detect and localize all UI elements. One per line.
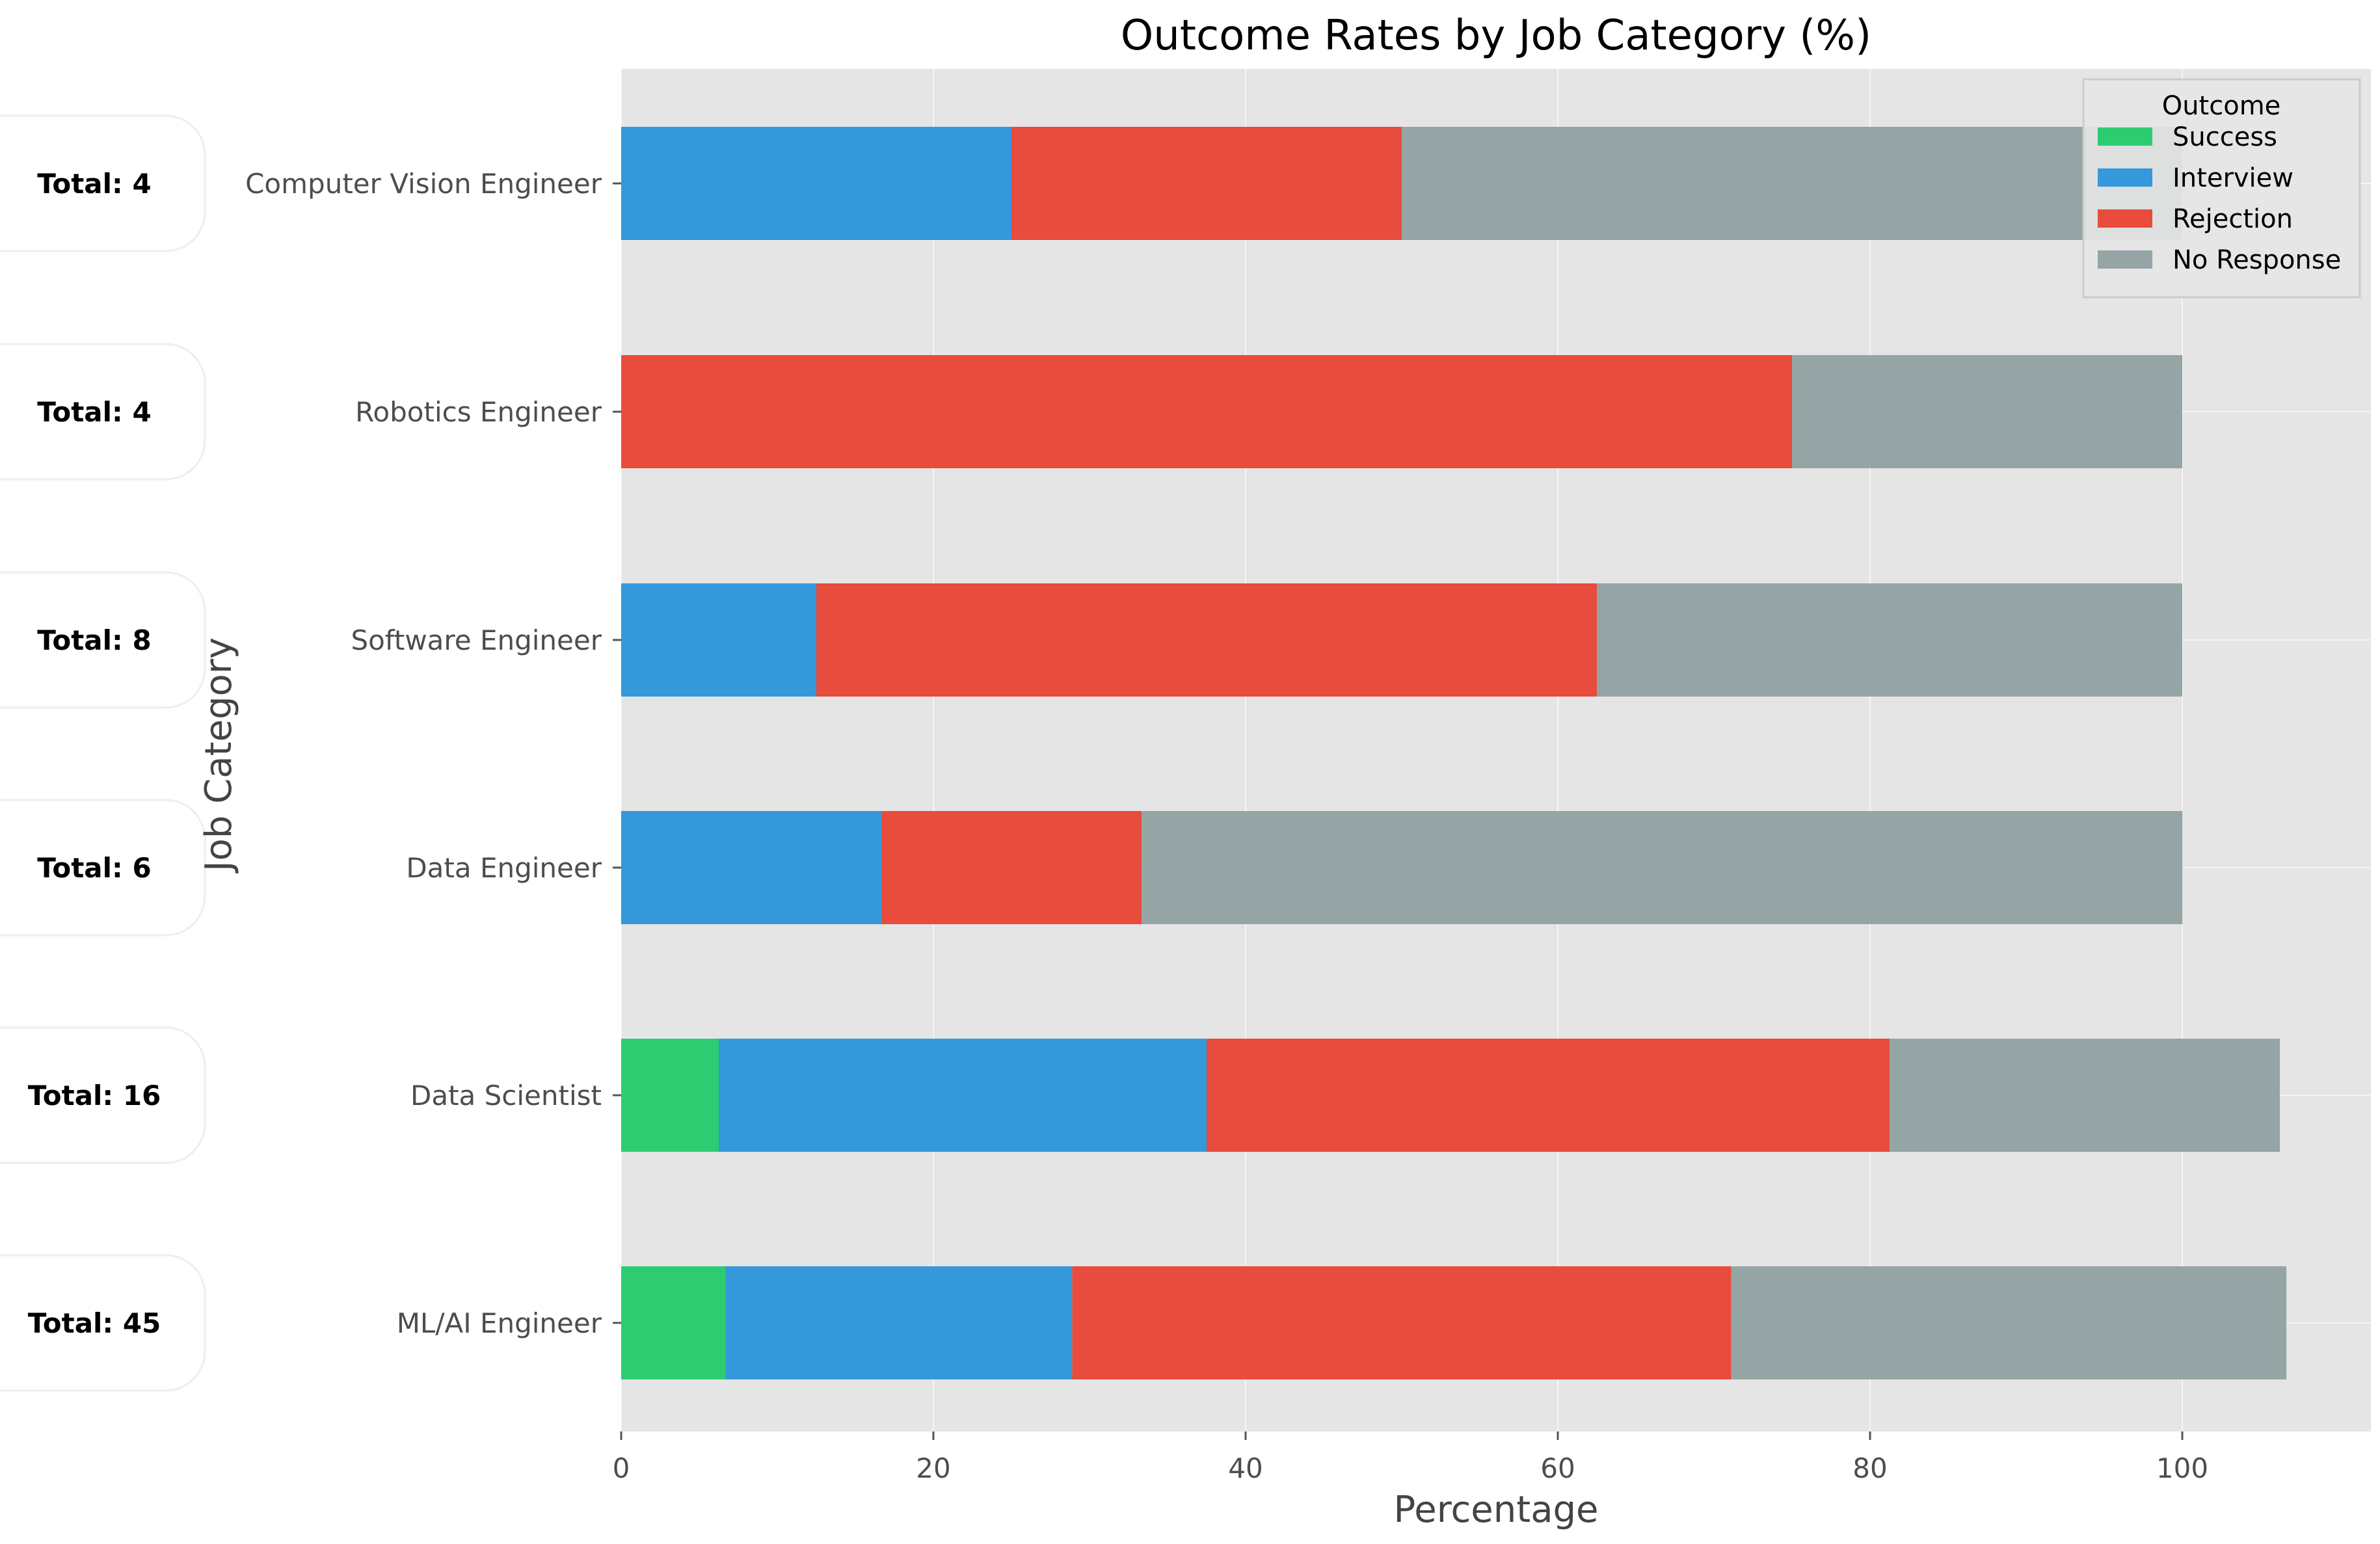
bar-interview	[725, 1266, 1073, 1379]
bar-no-response	[1142, 811, 2183, 924]
bars	[621, 127, 2287, 1379]
bar-no-response	[1402, 127, 2182, 240]
x-tick-label: 0	[613, 1452, 630, 1484]
total-badge	[0, 114, 206, 252]
bar-interview	[621, 811, 882, 924]
legend-label: Interview	[2173, 163, 2293, 193]
x-tick-label: 80	[1852, 1452, 1887, 1484]
total-badge	[0, 1254, 206, 1392]
total-label: Total: 16	[28, 1080, 161, 1111]
total-label: Total: 45	[28, 1307, 161, 1339]
x-tick-label: 100	[2156, 1452, 2208, 1484]
total-badges: Total: 4 Total: 4 Total: 8 Total: 6 Total: 1…	[0, 114, 206, 1392]
legend-label: Success	[2173, 122, 2277, 152]
bar-rejection	[881, 811, 1142, 924]
bar-no-response	[1890, 1039, 2280, 1152]
bar-rejection	[1207, 1039, 1890, 1152]
bar-interview	[621, 127, 1011, 240]
bar-no-response	[1731, 1266, 2287, 1379]
y-tick-label: Data Engineer	[406, 852, 602, 884]
bar-no-response	[1597, 583, 2182, 697]
total-badge	[0, 343, 206, 481]
total-badge	[0, 1026, 206, 1164]
legend-swatch	[2098, 209, 2152, 228]
bar-rejection	[816, 583, 1597, 697]
legend-title: Outcome	[2162, 91, 2281, 121]
y-tick-label: ML/AI Engineer	[397, 1307, 602, 1339]
legend: Outcome Success Interview Rejection No Resp…	[2082, 78, 2361, 299]
y-tick-labels: Computer Vision Engineer Robotics Enginee…	[245, 168, 621, 1339]
y-tick-label: Data Scientist	[410, 1080, 602, 1111]
bar-success	[621, 1266, 726, 1379]
y-tick-label: Software Engineer	[351, 624, 602, 656]
x-tick-labels: 0 20 40 60 80 100	[613, 1431, 2208, 1484]
bar-rejection	[1072, 1266, 1732, 1379]
legend-label: Rejection	[2173, 204, 2293, 234]
bar-rejection	[1011, 127, 1402, 240]
bar-interview	[621, 583, 816, 697]
total-label: Total: 8	[37, 624, 151, 656]
legend-swatch	[2098, 168, 2152, 187]
x-tick-label: 20	[916, 1452, 950, 1484]
x-tick-label: 40	[1228, 1452, 1263, 1484]
x-tick-label: 60	[1540, 1452, 1575, 1484]
bar-no-response	[1792, 355, 2182, 468]
legend-swatch	[2098, 250, 2152, 269]
bar-success	[621, 1039, 719, 1152]
total-label: Total: 4	[37, 168, 151, 200]
y-tick-label: Computer Vision Engineer	[245, 168, 602, 200]
y-axis-label: Job Category	[198, 637, 240, 873]
total-badge	[0, 571, 206, 709]
legend-items: Success Interview Rejection No Response	[2098, 122, 2341, 275]
x-axis-label: Percentage	[1393, 1489, 1598, 1531]
legend-swatch	[2098, 127, 2152, 146]
chart-title: Outcome Rates by Job Category (%)	[1121, 12, 1871, 60]
total-label: Total: 6	[37, 852, 151, 884]
total-badge	[0, 799, 206, 937]
bar-interview	[719, 1039, 1207, 1152]
y-tick-label: Robotics Engineer	[355, 396, 602, 428]
legend-label: No Response	[2173, 245, 2341, 275]
bar-rejection	[621, 355, 1792, 468]
plot-area	[621, 69, 2371, 1431]
total-label: Total: 4	[37, 396, 151, 428]
